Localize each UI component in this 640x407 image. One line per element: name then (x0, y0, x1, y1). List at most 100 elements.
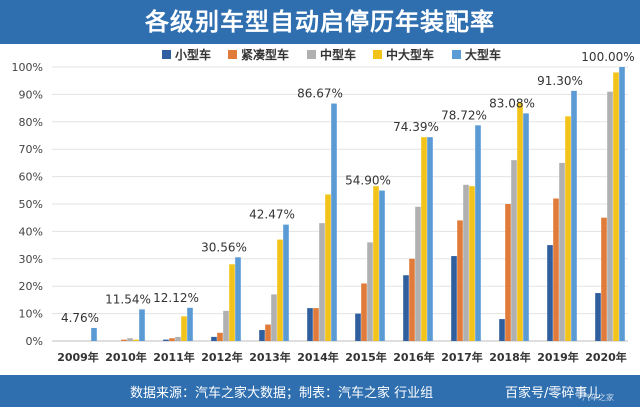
bar-1-6 (361, 283, 367, 341)
chart-title: 各级别车型自动启停历年装配率 (0, 0, 640, 44)
bar-2-4 (271, 294, 277, 341)
bar-2-3 (223, 310, 229, 341)
bar-4-0 (91, 327, 97, 341)
annotation-4: 42.47% (249, 208, 295, 222)
annotation-3: 30.56% (201, 240, 247, 254)
annotation-1: 11.54% (105, 292, 151, 306)
x-tick-label-4: 2013年 (249, 350, 291, 364)
bar-4-5 (331, 103, 337, 341)
x-tick-label-11: 2020年 (585, 350, 627, 364)
annotation-10: 91.30% (537, 74, 583, 88)
bar-4-1 (139, 309, 145, 341)
bar-2-2 (175, 336, 181, 341)
x-tick-label-8: 2017年 (441, 350, 483, 364)
bar-0-6 (355, 313, 361, 341)
legend-label-1: 紧凑型车 (241, 47, 289, 62)
bar-0-11 (595, 293, 601, 341)
y-tick-label: 50% (19, 198, 43, 211)
legend-swatch-3 (373, 50, 382, 59)
bar-1-2 (169, 338, 175, 341)
bar-1-9 (505, 204, 511, 341)
bar-3-3 (229, 264, 235, 341)
bar-4-7 (427, 137, 433, 341)
legend-label-0: 小型车 (175, 47, 211, 62)
legend-swatch-0 (162, 50, 171, 59)
bar-2-9 (511, 160, 517, 341)
annotation-5: 86.67% (297, 87, 343, 101)
data-labels: 4.76% 11.54% 12.12% 30.56% 42.47% 86.67% 54.90… (61, 50, 635, 325)
bar-2-1 (127, 338, 133, 341)
annotation-2: 12.12% (153, 291, 199, 305)
y-tick-label: 0% (26, 335, 43, 348)
bar-1-10 (553, 198, 559, 341)
annotation-6: 54.90% (345, 174, 391, 188)
x-tick-label-9: 2018年 (489, 350, 531, 364)
y-tick-label: 70% (19, 143, 43, 156)
footer-bar: 数据来源：汽车之家大数据；制表：汽车之家 行业组 百家号/零碎事儿 汽车之家 (0, 375, 640, 407)
bar-chart: 小型车 紧凑型车 中型车 中大型车 大型车 0% 10% 20% 30% 40% 50% 60% 70… (12, 47, 635, 364)
y-tick-label: 40% (19, 225, 43, 238)
legend-label-3: 中大型车 (386, 47, 434, 62)
bar-0-10 (547, 245, 553, 341)
bar-0-7 (403, 275, 409, 341)
bar-3-2 (181, 316, 187, 341)
bar-4-10 (571, 90, 577, 341)
source-note: 数据来源：汽车之家大数据；制表：汽车之家 行业组 (130, 386, 434, 401)
bar-1-5 (313, 308, 319, 341)
bar-0-3 (211, 336, 217, 341)
bar-2-11 (607, 91, 613, 341)
bar-0-8 (451, 256, 457, 341)
x-tick-label-10: 2019年 (537, 350, 579, 364)
bar-1-1 (121, 339, 127, 341)
x-tick-label-2: 2011年 (153, 350, 195, 364)
bar-1-4 (265, 324, 271, 341)
bar-1-11 (601, 217, 607, 341)
annotation-7: 74.39% (393, 120, 439, 134)
bar-0-9 (499, 319, 505, 341)
bar-0-4 (259, 330, 265, 341)
y-axis: 0% 10% 20% 30% 40% 50% 60% 70% 80% 90% 100% (12, 61, 43, 348)
bar-3-9 (517, 102, 523, 341)
bar-3-7 (421, 137, 427, 341)
annotation-0: 4.76% (61, 311, 99, 325)
annotation-8: 78.72% (441, 108, 487, 122)
bar-4-3 (235, 257, 241, 341)
y-tick-label: 60% (19, 171, 43, 184)
bar-4-11 (619, 67, 625, 341)
x-tick-label-3: 2012年 (201, 350, 243, 364)
x-tick-label-6: 2015年 (345, 350, 387, 364)
bar-4-4 (283, 224, 289, 341)
x-tick-label-5: 2014年 (297, 350, 339, 364)
gridlines (52, 66, 628, 342)
x-axis: 2009年 2010年 2011年 2012年 2013年 2014年 2015年 2016年… (57, 350, 627, 364)
bar-4-6 (379, 190, 385, 341)
legend-swatch-2 (307, 50, 316, 59)
bar-3-11 (613, 72, 619, 342)
x-tick-label-1: 2010年 (105, 350, 147, 364)
bar-1-7 (409, 258, 415, 341)
bar-4-8 (475, 125, 481, 342)
bar-2-6 (367, 242, 373, 341)
bars (91, 67, 625, 342)
bar-3-6 (373, 186, 379, 341)
bar-3-10 (565, 116, 571, 341)
bar-1-8 (457, 220, 463, 341)
legend-swatch-1 (228, 50, 237, 59)
bar-3-1 (133, 339, 139, 341)
bar-2-7 (415, 206, 421, 341)
bar-2-8 (463, 184, 469, 341)
y-tick-label: 90% (19, 88, 43, 101)
bar-0-5 (307, 308, 313, 341)
legend-label-2: 中型车 (320, 47, 356, 62)
bar-3-8 (469, 186, 475, 341)
bar-2-5 (319, 223, 325, 341)
bar-4-2 (187, 307, 193, 341)
bar-2-10 (559, 162, 565, 341)
bar-0-2 (163, 339, 169, 341)
x-tick-label-0: 2009年 (57, 350, 99, 364)
y-tick-label: 30% (19, 253, 43, 266)
y-tick-label: 10% (19, 308, 43, 321)
y-tick-label: 100% (12, 61, 43, 74)
annotation-11: 100.00% (581, 50, 634, 64)
